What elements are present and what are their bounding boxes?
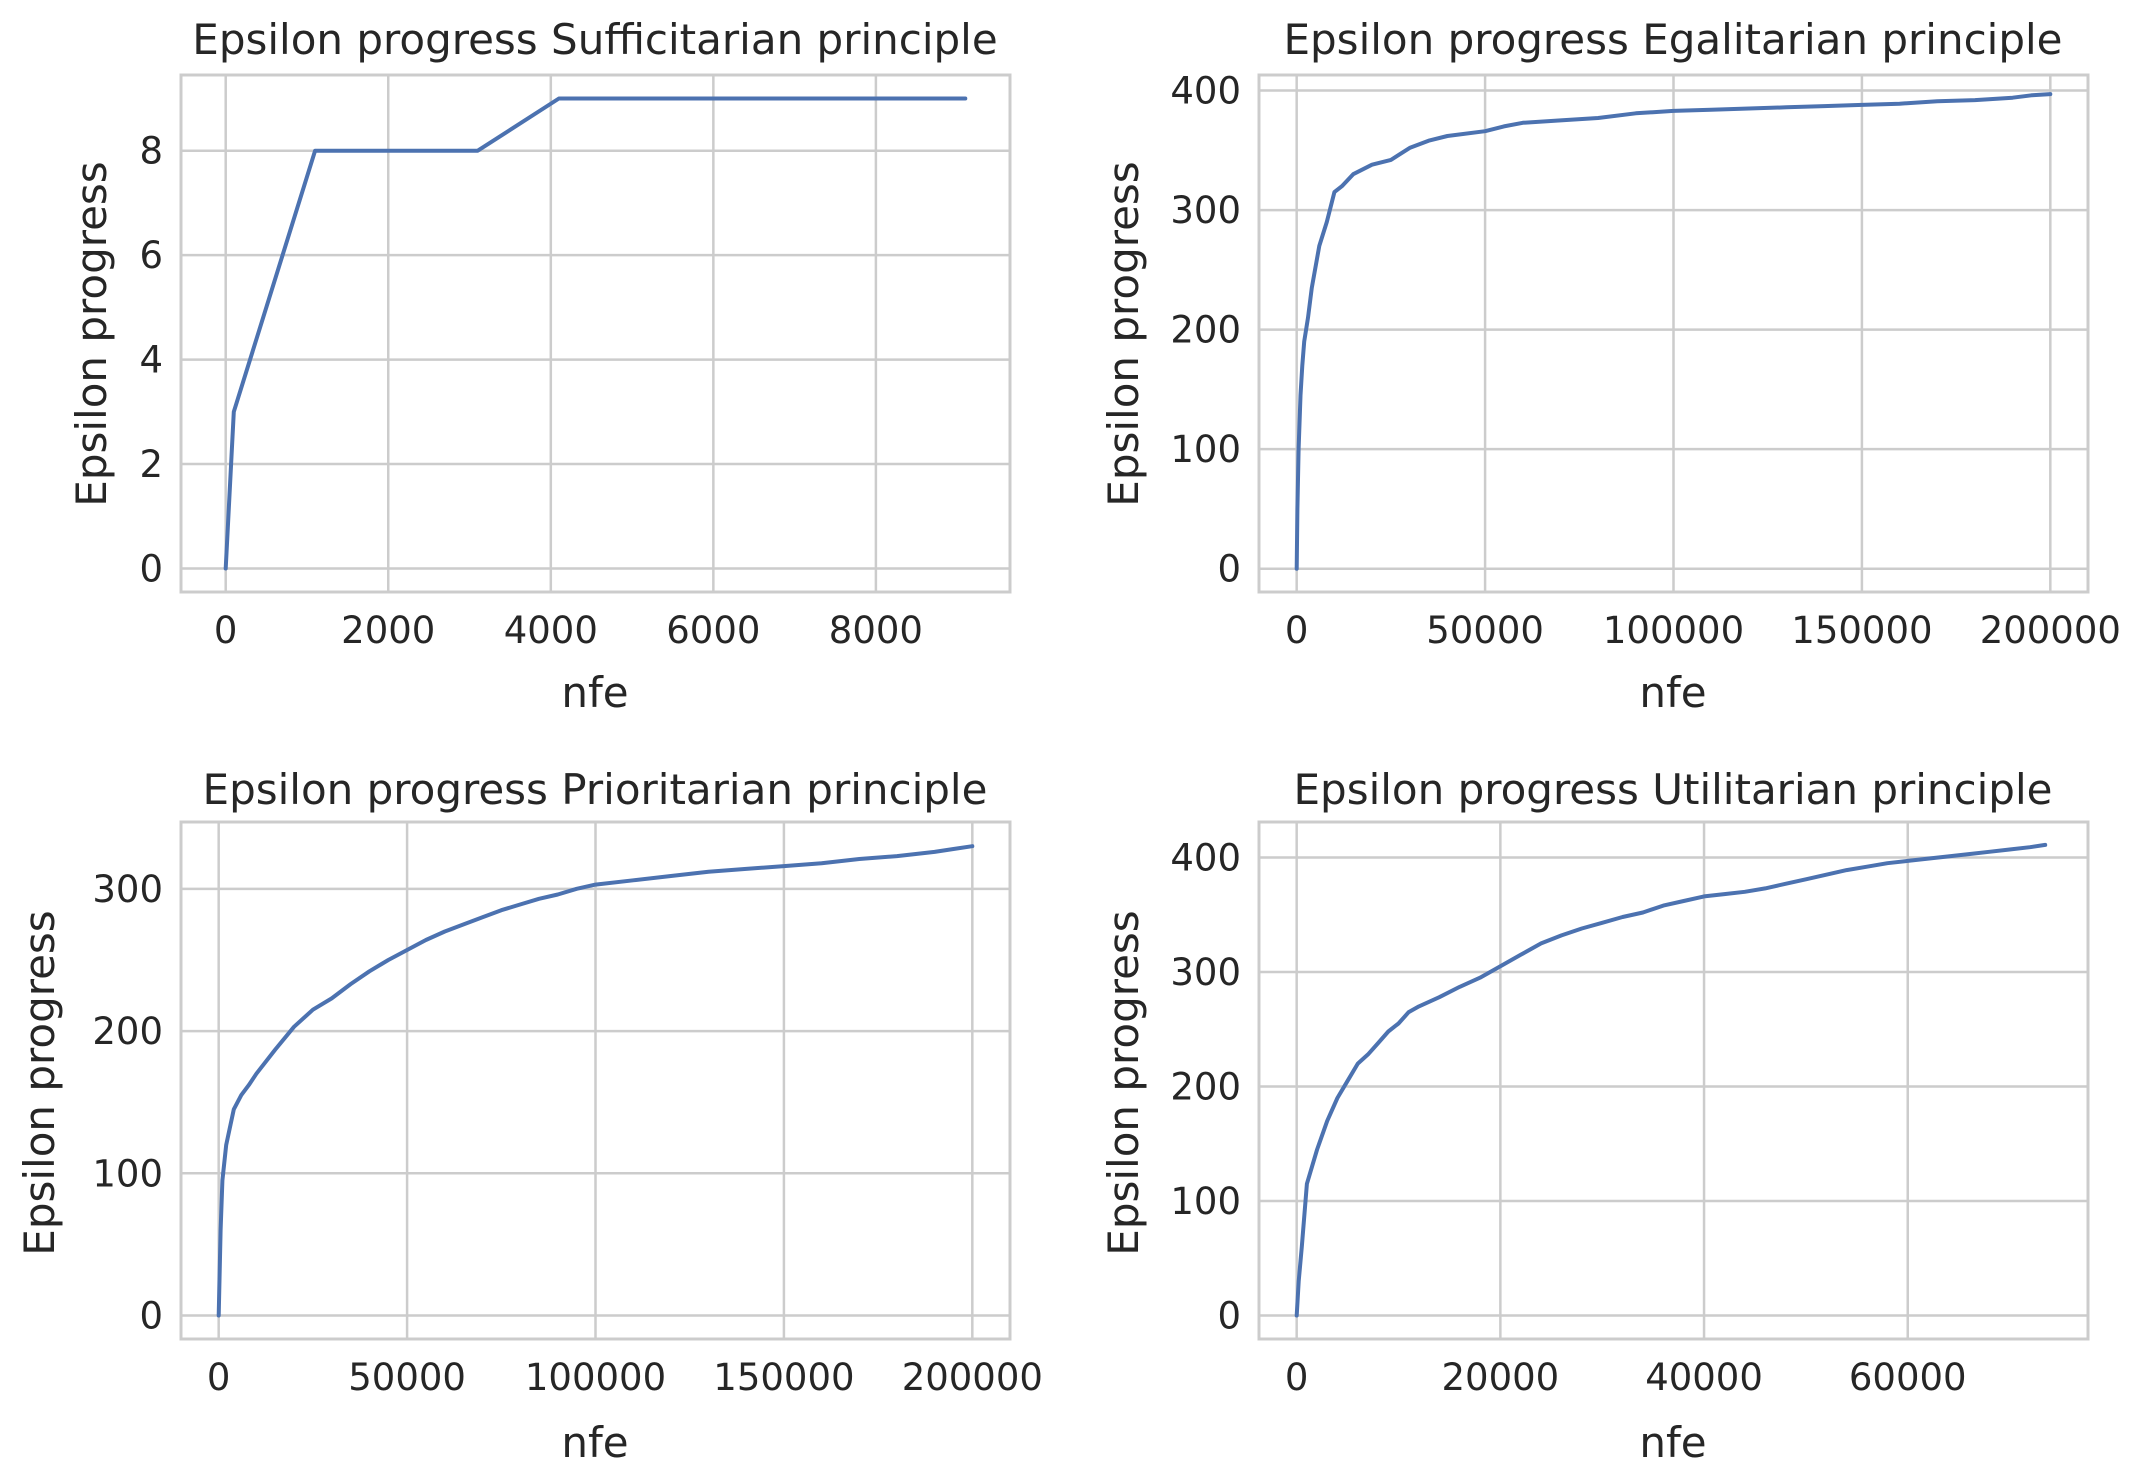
x-tick-label: 60000 (1849, 1356, 1967, 1399)
epsilon-progress-line (223, 96, 968, 571)
subplot-utilitarian: Epsilon progress Utilitarian principle n… (1099, 765, 2090, 1467)
x-tick-label: 40000 (1645, 1356, 1763, 1399)
epsilon-progress-line (1294, 842, 2048, 1318)
epsilon-progress-line (1294, 92, 2053, 571)
epsilon-progress-line (216, 844, 975, 1318)
subplot-title: Epsilon progress Utilitarian principle (1294, 765, 2053, 814)
plot-area-frame (1257, 73, 2090, 594)
plot-area-frame (179, 820, 1012, 1341)
y-tick-label: 2 (139, 443, 163, 486)
x-tick-label: 50000 (348, 1356, 466, 1399)
x-axis-label: nfe (1639, 1418, 1706, 1467)
subplot-egalitarian: Epsilon progress Egalitarian principle n… (1099, 15, 2121, 717)
x-tick-label: 150000 (713, 1356, 854, 1399)
x-axis-label: nfe (561, 668, 628, 717)
y-tick-label: 0 (139, 1295, 163, 1338)
y-tick-label: 100 (92, 1152, 163, 1195)
y-tick-label: 6 (139, 234, 163, 277)
x-tick-label: 6000 (666, 609, 760, 652)
subplot-prioritarian: Epsilon progress Prioritarian principle … (15, 765, 1043, 1467)
x-tick-label: 0 (1285, 1356, 1309, 1399)
x-tick-label: 200000 (1980, 609, 2121, 652)
x-tick-label: 0 (214, 609, 238, 652)
x-axis-label: nfe (561, 1418, 628, 1467)
y-tick-label: 4 (139, 339, 163, 382)
y-tick-label: 0 (139, 548, 163, 591)
y-axis-label: Epsilon progress (1099, 161, 1148, 506)
plot-area-frame (1257, 820, 2090, 1341)
plot-area-frame (179, 73, 1012, 594)
x-tick-label: 100000 (525, 1356, 666, 1399)
subplot-title: Epsilon progress Sufficitarian principle (192, 15, 997, 64)
x-tick-label: 0 (207, 1356, 231, 1399)
y-tick-label: 100 (1170, 428, 1241, 471)
x-tick-label: 150000 (1791, 609, 1932, 652)
y-tick-label: 400 (1170, 70, 1241, 113)
x-tick-label: 100000 (1603, 609, 1744, 652)
subplot-title: Epsilon progress Prioritarian principle (203, 765, 988, 814)
y-tick-label: 8 (139, 130, 163, 173)
x-tick-label: 200000 (902, 1356, 1043, 1399)
y-tick-label: 200 (1170, 1066, 1241, 1109)
x-tick-label: 8000 (829, 609, 923, 652)
y-tick-label: 200 (92, 1010, 163, 1053)
y-axis-label: Epsilon progress (1099, 910, 1148, 1255)
y-tick-label: 300 (1170, 951, 1241, 994)
x-tick-label: 0 (1285, 609, 1309, 652)
x-tick-label: 4000 (504, 609, 598, 652)
y-tick-label: 200 (1170, 309, 1241, 352)
y-tick-label: 300 (92, 868, 163, 911)
x-tick-label: 50000 (1426, 609, 1544, 652)
x-axis-label: nfe (1639, 668, 1706, 717)
y-tick-label: 400 (1170, 836, 1241, 879)
y-axis-label: Epsilon progress (15, 910, 64, 1255)
subplot-sufficitarian: Epsilon progress Sufficitarian principle… (67, 15, 1012, 717)
x-tick-label: 2000 (341, 609, 435, 652)
x-tick-label: 20000 (1442, 1356, 1560, 1399)
y-tick-label: 100 (1170, 1180, 1241, 1223)
y-tick-label: 300 (1170, 189, 1241, 232)
y-tick-label: 0 (1217, 548, 1241, 591)
subplot-title: Epsilon progress Egalitarian principle (1283, 15, 2062, 64)
y-axis-label: Epsilon progress (67, 161, 116, 506)
y-tick-label: 0 (1217, 1295, 1241, 1338)
